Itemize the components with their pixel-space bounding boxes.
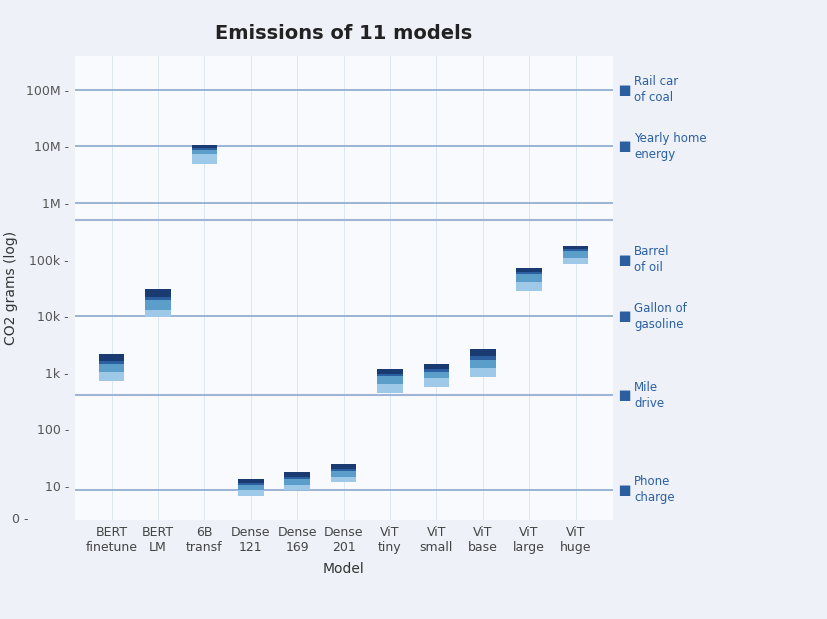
Text: ▪: ▪ [617,80,631,100]
Bar [377,376,402,394]
Bar [470,360,495,377]
Y-axis label: CO2 grams (log): CO2 grams (log) [3,231,17,345]
Text: ▪: ▪ [617,136,631,157]
Title: Emissions of 11 models: Emissions of 11 models [215,24,471,43]
Bar [284,478,309,490]
Bar [562,249,587,251]
Bar [377,374,402,384]
Bar [470,357,495,360]
Text: Mile
drive: Mile drive [633,381,663,410]
Bar [146,289,170,297]
Bar [423,370,448,378]
Bar [146,297,170,300]
Text: ▪: ▪ [617,385,631,405]
Bar [423,363,448,370]
Bar [284,477,309,485]
Bar [99,365,124,381]
Text: ▪: ▪ [617,306,631,326]
Text: Gallon of
gasoline: Gallon of gasoline [633,301,686,331]
Bar [331,469,356,477]
Text: Barrel
of oil: Barrel of oil [633,245,669,274]
Bar [238,485,263,496]
Bar [562,251,587,264]
Bar [423,370,448,371]
Text: 0 -: 0 - [12,513,29,527]
Bar [331,469,356,471]
Bar [562,246,587,249]
Bar [516,274,541,291]
Bar [516,272,541,274]
Bar [238,483,263,490]
Bar [331,464,356,469]
Bar [284,477,309,478]
Bar [516,272,541,282]
Text: Rail car
of coal: Rail car of coal [633,76,677,104]
Bar [192,150,217,165]
Text: Phone
charge: Phone charge [633,475,674,504]
Bar [146,297,170,310]
Bar [238,483,263,485]
Text: ▪: ▪ [617,480,631,500]
Bar [99,361,124,365]
Bar [562,249,587,258]
Bar [516,267,541,272]
Text: ▪: ▪ [617,249,631,269]
Bar [423,371,448,387]
X-axis label: Model: Model [323,562,364,576]
Bar [192,145,217,147]
Bar [192,147,217,150]
Bar [146,300,170,318]
Bar [470,357,495,368]
Bar [377,374,402,376]
Bar [331,471,356,482]
Bar [238,478,263,483]
Bar [192,147,217,154]
Bar [284,472,309,477]
Text: Yearly home
energy: Yearly home energy [633,132,706,161]
Bar [377,370,402,374]
Bar [470,349,495,357]
Bar [99,361,124,371]
Bar [99,355,124,361]
